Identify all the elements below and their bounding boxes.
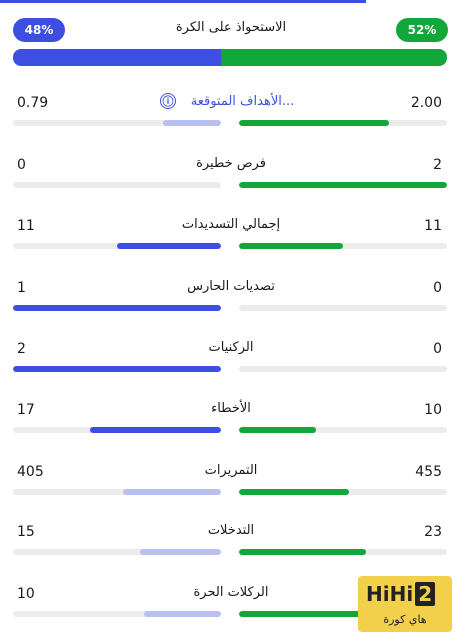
stat-home-value: 11 xyxy=(424,218,442,234)
stat-label: التمريرات xyxy=(204,463,258,478)
stat-home-fill xyxy=(239,243,343,249)
stat-home-value: 0 xyxy=(433,341,442,357)
away-possession-badge: 48% xyxy=(13,18,65,42)
stat-home-value: 2 xyxy=(433,157,442,173)
stat-home-value: 23 xyxy=(424,524,442,540)
watermark-mark: HiHi 2 xyxy=(366,582,436,606)
stat-home-track xyxy=(239,489,447,495)
stat-away-value: 0 xyxy=(17,157,26,173)
stat-row: 15 التدخلات 23 xyxy=(0,523,462,569)
stat-away-fill xyxy=(139,549,221,555)
stat-row: 405 التمريرات 455 xyxy=(0,463,462,509)
stat-away-track xyxy=(13,305,221,311)
watermark-logo: HiHi 2 هاي كورة xyxy=(358,576,452,632)
possession-bar-home xyxy=(221,49,447,66)
stat-label: فرص خطيرة xyxy=(196,156,266,171)
stat-away-track xyxy=(13,366,221,372)
possession-bar-away xyxy=(13,49,222,66)
stat-row: 0.79 الأهداف المتوقعة... ⓘ 2.00 xyxy=(0,93,462,140)
stat-label[interactable]: الأهداف المتوقعة... xyxy=(190,94,295,109)
stat-home-track xyxy=(239,243,447,249)
stat-home-track xyxy=(239,182,447,188)
stat-home-value: 0 xyxy=(433,280,442,296)
stat-away-value: 15 xyxy=(17,524,35,540)
top-accent-line xyxy=(0,0,366,3)
stat-away-value: 17 xyxy=(17,402,35,418)
stat-home-track xyxy=(239,427,447,433)
stat-home-fill xyxy=(239,549,366,555)
stat-away-track xyxy=(13,427,221,433)
stat-away-value: 11 xyxy=(17,218,35,234)
stat-away-track xyxy=(13,120,221,126)
possession-title: الاستحواذ على الكرة xyxy=(175,20,287,35)
stat-row: 17 الأخطاء 10 xyxy=(0,401,462,447)
stat-away-fill xyxy=(117,243,221,249)
stat-label: التدخلات xyxy=(207,523,255,538)
stat-away-value: 1 xyxy=(17,280,26,296)
stat-label: الركلات الحرة xyxy=(193,585,269,600)
stat-label: تصديات الحارس xyxy=(187,279,275,294)
stat-away-track xyxy=(13,489,221,495)
stat-away-fill xyxy=(13,305,221,311)
stat-away-value: 0.79 xyxy=(17,95,49,111)
stat-away-track xyxy=(13,182,221,188)
stat-home-fill xyxy=(239,182,447,188)
stat-row: 2 الركنيات 0 xyxy=(0,340,462,386)
stat-away-value: 10 xyxy=(17,586,35,602)
stat-row: 11 إجمالي التسديدات 11 xyxy=(0,217,462,263)
home-possession-badge: 52% xyxy=(396,18,448,42)
stat-home-track xyxy=(239,305,447,311)
stat-away-value: 2 xyxy=(17,341,26,357)
stat-home-track xyxy=(239,611,447,617)
stat-row: 1 تصديات الحارس 0 xyxy=(0,279,462,325)
stat-away-fill xyxy=(13,366,221,372)
stat-home-value: 2.00 xyxy=(410,95,442,111)
stat-label: الركنيات xyxy=(208,340,254,355)
stat-away-fill xyxy=(144,611,221,617)
stat-home-fill xyxy=(239,120,389,126)
stat-home-value: 455 xyxy=(415,464,442,480)
stat-away-fill xyxy=(89,427,221,433)
stat-home-track xyxy=(239,120,447,126)
stat-home-fill xyxy=(239,611,371,617)
stat-home-fill xyxy=(239,489,350,495)
stat-row: 10 الركلات الحرة xyxy=(0,585,462,631)
stat-home-track xyxy=(239,549,447,555)
stat-away-track xyxy=(13,243,221,249)
stat-away-track xyxy=(13,549,221,555)
possession-bar xyxy=(13,49,447,66)
stat-home-fill xyxy=(239,427,316,433)
stat-away-fill xyxy=(162,120,221,126)
stat-row: 0 فرص خطيرة 2 xyxy=(0,156,462,202)
info-icon[interactable]: ⓘ xyxy=(160,93,176,109)
watermark-subtitle: هاي كورة xyxy=(383,613,427,626)
stat-away-value: 405 xyxy=(17,464,44,480)
stat-away-fill xyxy=(123,489,221,495)
stat-home-track xyxy=(239,366,447,372)
stat-home-value: 10 xyxy=(424,402,442,418)
stat-label: الأخطاء xyxy=(211,401,251,416)
stat-label: إجمالي التسديدات xyxy=(181,217,281,232)
stat-away-track xyxy=(13,611,221,617)
possession-header: 48% الاستحواذ على الكرة 52% xyxy=(0,14,462,44)
